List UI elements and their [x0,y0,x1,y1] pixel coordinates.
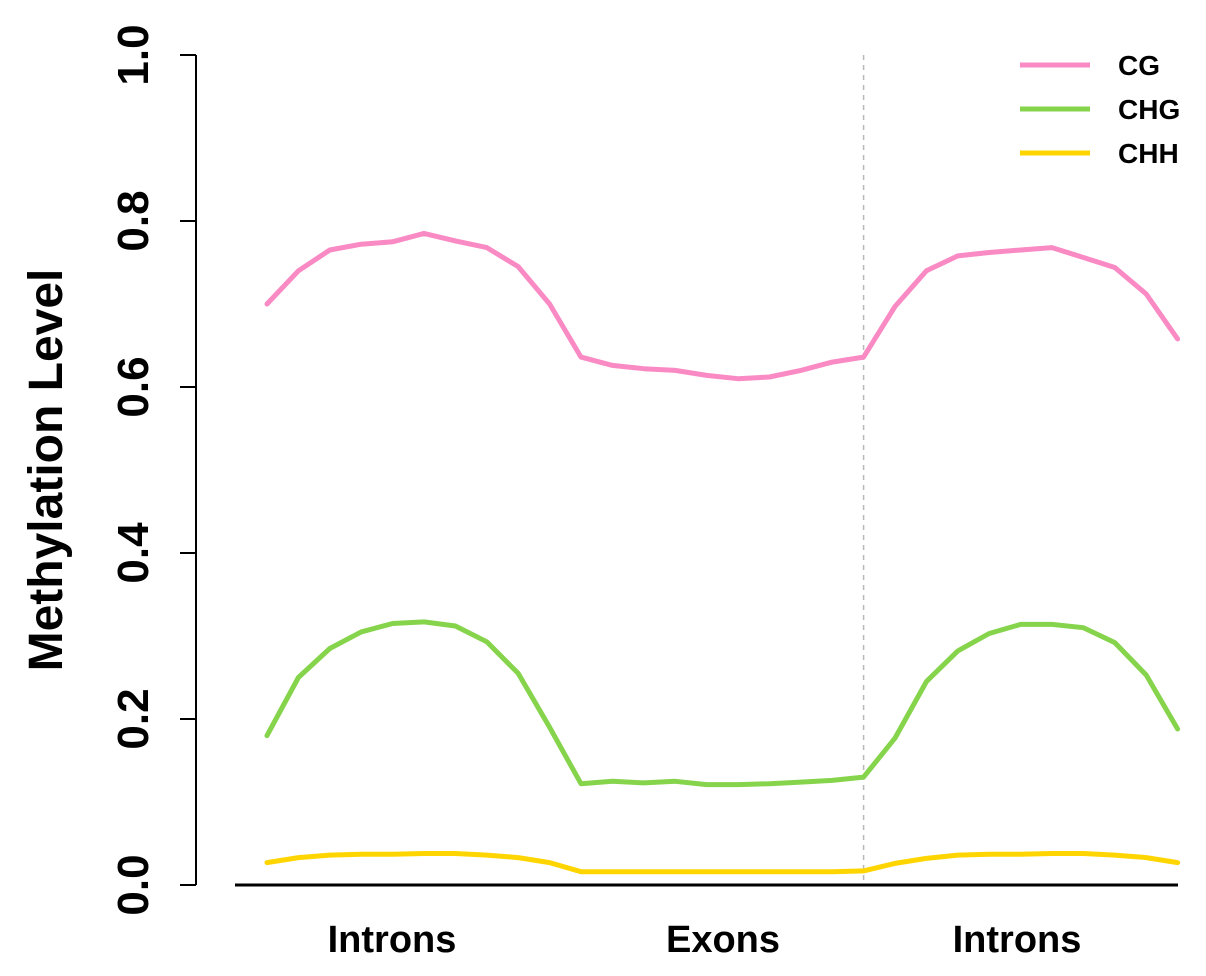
y-tick-label: 0.6 [109,356,158,417]
y-tick-label: 0.4 [109,522,158,584]
y-tick-label: 0.2 [109,688,158,749]
series-line-chg [264,619,1181,788]
y-axis: 0.0 0.2 0.4 0.6 0.8 1.0 [109,24,197,916]
legend: CG CHG CHH [1020,50,1180,169]
y-axis-title: Methylation Level [20,269,73,672]
series-lines [264,230,1181,875]
region-label: Introns [328,919,457,961]
region-labels: Introns Exons Introns [328,919,1082,961]
legend-label-chg: CHG [1118,94,1180,125]
region-label: Exons [666,919,780,961]
series-line-cg [264,230,1181,382]
series-line-chh [264,851,1181,875]
legend-label-chh: CHH [1118,138,1179,169]
y-tick-label: 0.8 [109,190,158,251]
region-boundaries [862,55,865,885]
legend-label-cg: CG [1118,50,1160,81]
region-label: Introns [953,919,1082,961]
y-tick-label: 0.0 [109,854,158,915]
y-tick-label: 1.0 [109,24,158,85]
